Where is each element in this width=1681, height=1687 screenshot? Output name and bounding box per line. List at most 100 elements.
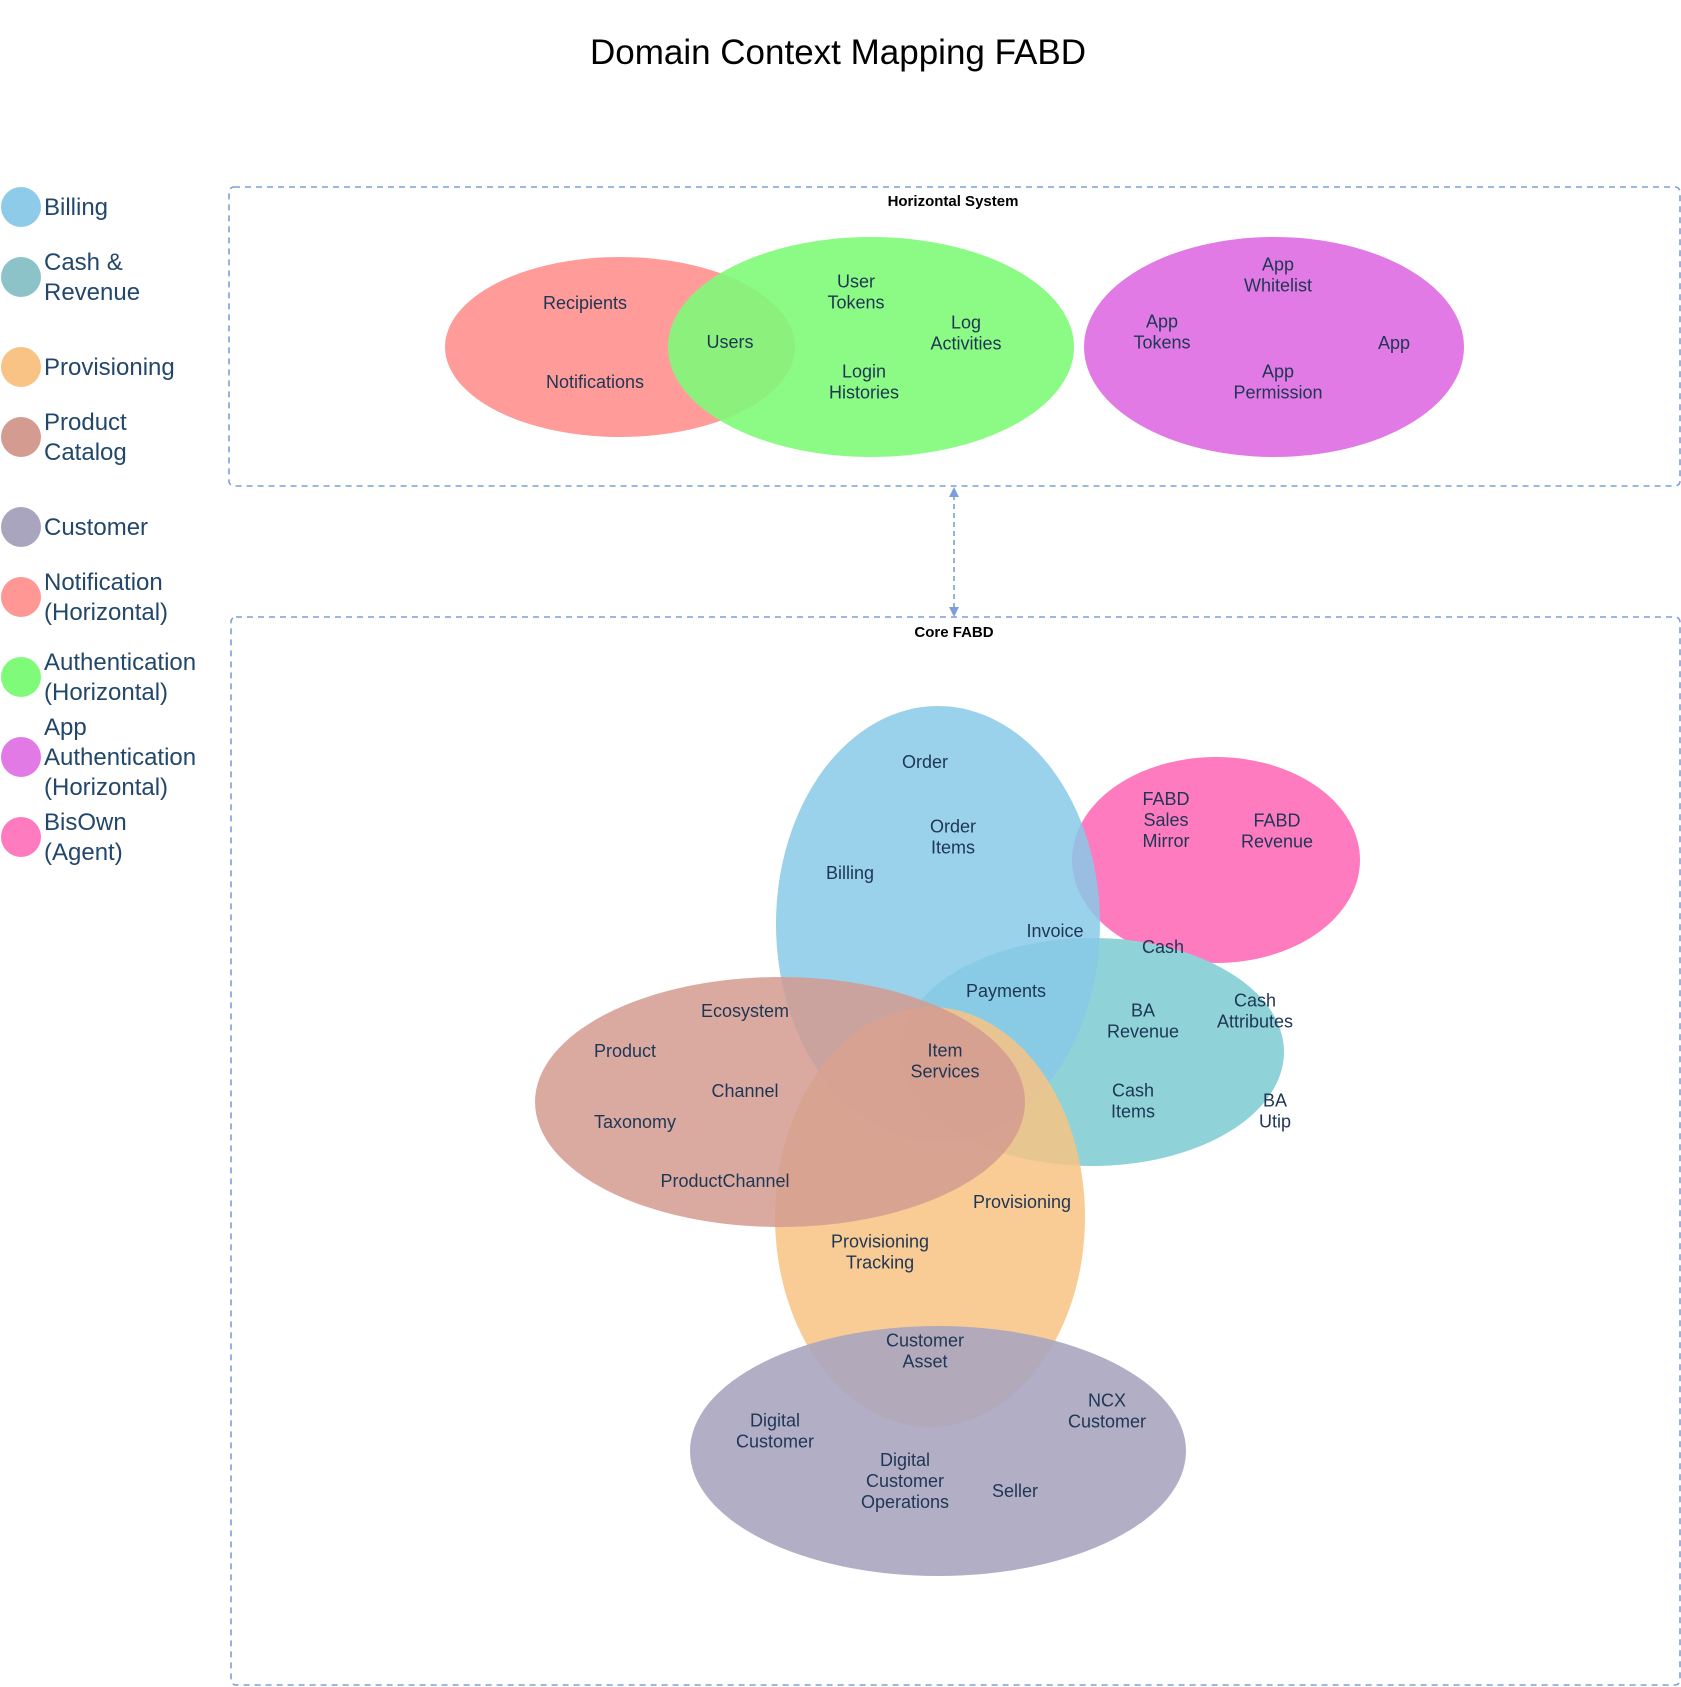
diagram-title: Domain Context Mapping FABD (590, 33, 1086, 72)
label-line: ProductChannel (660, 1171, 789, 1191)
label-invoice: Invoice (1026, 921, 1083, 941)
label-ecosystem: Ecosystem (701, 1001, 789, 1021)
label-recipients: Recipients (543, 293, 627, 313)
label-product: Product (594, 1041, 656, 1061)
label-line: App (1146, 312, 1178, 332)
label-line: Sales (1143, 810, 1188, 830)
label-line: Items (931, 838, 975, 858)
legend-item-app-authentication: App Authentication (Horizontal) (1, 714, 196, 801)
label-line: App (1262, 362, 1294, 382)
legend-swatch (1, 737, 41, 777)
legend-label-line: Authentication (44, 649, 196, 676)
label-line: Seller (992, 1481, 1038, 1501)
legend-swatch (1, 507, 41, 547)
label-line: Items (1111, 1102, 1155, 1122)
label-line: Customer (1068, 1412, 1146, 1432)
core-fabd-group (230, 616, 1681, 1686)
legend-swatch (1, 577, 41, 617)
label-line: Permission (1233, 383, 1322, 403)
legend-item-billing: Billing (1, 187, 108, 227)
label-cash-items: Cash Items (1111, 1081, 1155, 1122)
label-line: Provisioning (831, 1232, 929, 1252)
legend-label: Product Catalog (44, 409, 127, 466)
core-ellipses (535, 706, 1360, 1576)
label-line: Product (594, 1041, 656, 1061)
legend-swatch (1, 187, 41, 227)
label-line: Asset (902, 1352, 947, 1372)
legend-label: Billing (44, 194, 108, 221)
label-cash: Cash (1142, 937, 1184, 957)
label-line: Notifications (546, 372, 644, 392)
label-seller: Seller (992, 1481, 1038, 1501)
legend-label-line: Provisioning (44, 354, 175, 381)
label-user-tokens: User Tokens (827, 272, 884, 313)
horizontal-system-group (228, 186, 1681, 487)
legend-item-product-catalog: Product Catalog (1, 409, 127, 466)
label-billing: Billing (826, 863, 874, 883)
label-line: Ecosystem (701, 1001, 789, 1021)
label-ba-utip: BA Utip (1259, 1091, 1291, 1132)
legend-label-line: (Agent) (44, 839, 123, 866)
label-line: Customer (866, 1471, 944, 1491)
legend-item-customer: Customer (1, 507, 148, 547)
label-line: User (837, 272, 875, 292)
legend-swatch (1, 347, 41, 387)
label-fabd-sales-mirror: FABD Sales Mirror (1142, 789, 1189, 851)
legend-item-provisioning: Provisioning (1, 347, 175, 387)
label-line: Histories (829, 383, 899, 403)
horizontal-system-title: Horizontal System (888, 193, 1019, 210)
legend-item-notification: Notification (Horizontal) (1, 569, 168, 626)
legend-item-authentication: Authentication (Horizontal) (1, 649, 196, 706)
legend-label-line: BisOwn (44, 809, 127, 836)
label-line: Log (951, 313, 981, 333)
legend-swatch (1, 257, 41, 297)
legend-label: Notification (Horizontal) (44, 569, 168, 626)
label-cash-attributes: Cash Attributes (1217, 991, 1293, 1032)
label-app-permission: App Permission (1233, 362, 1322, 403)
label-customer-asset: Customer Asset (886, 1331, 964, 1372)
product-catalog-ellipse (535, 977, 1025, 1227)
label-line: Whitelist (1244, 276, 1312, 296)
label-line: Mirror (1143, 831, 1190, 851)
legend-label: Cash & Revenue (44, 249, 140, 306)
legend-label-line: Product (44, 409, 127, 436)
label-line: Digital (880, 1450, 930, 1470)
label-taxonomy: Taxonomy (594, 1112, 676, 1132)
label-product-channel: ProductChannel (660, 1171, 789, 1191)
label-line: Customer (886, 1331, 964, 1351)
label-ncx-customer: NCX Customer (1068, 1391, 1146, 1432)
legend-label-line: Catalog (44, 439, 127, 466)
legend-label-line: Notification (44, 569, 163, 596)
legend-label-line: Customer (44, 514, 148, 541)
horizontal-ellipses (445, 237, 1464, 457)
label-line: Cash (1234, 991, 1276, 1011)
legend-label: Authentication (Horizontal) (44, 649, 196, 706)
label-digital-customer-operations: Digital Customer Operations (861, 1450, 949, 1512)
label-line: Channel (711, 1081, 778, 1101)
label-line: Activities (930, 334, 1001, 354)
label-line: BA (1263, 1091, 1287, 1111)
authentication-ellipse (668, 237, 1074, 457)
label-line: FABD (1142, 789, 1189, 809)
legend-item-bisown: BisOwn (Agent) (1, 809, 127, 866)
label-line: App (1378, 333, 1410, 353)
legend-swatch (1, 657, 41, 697)
label-users: Users (706, 332, 753, 352)
label-provisioning: Provisioning (973, 1192, 1071, 1212)
group-connector (949, 487, 959, 617)
label-notifications: Notifications (546, 372, 644, 392)
label-line: Services (910, 1062, 979, 1082)
label-line: App (1262, 255, 1294, 275)
label-line: Users (706, 332, 753, 352)
label-line: Tracking (846, 1253, 914, 1273)
label-line: Cash (1142, 937, 1184, 957)
label-line: Taxonomy (594, 1112, 676, 1132)
label-line: FABD (1253, 811, 1300, 831)
legend-label: Customer (44, 514, 148, 541)
label-line: BA (1131, 1001, 1155, 1021)
legend-item-cash-revenue: Cash & Revenue (1, 249, 140, 306)
label-line: Operations (861, 1492, 949, 1512)
label-fabd-revenue: FABD Revenue (1241, 811, 1313, 852)
label-item-services: Item Services (910, 1041, 979, 1082)
label-line: Revenue (1107, 1022, 1179, 1042)
